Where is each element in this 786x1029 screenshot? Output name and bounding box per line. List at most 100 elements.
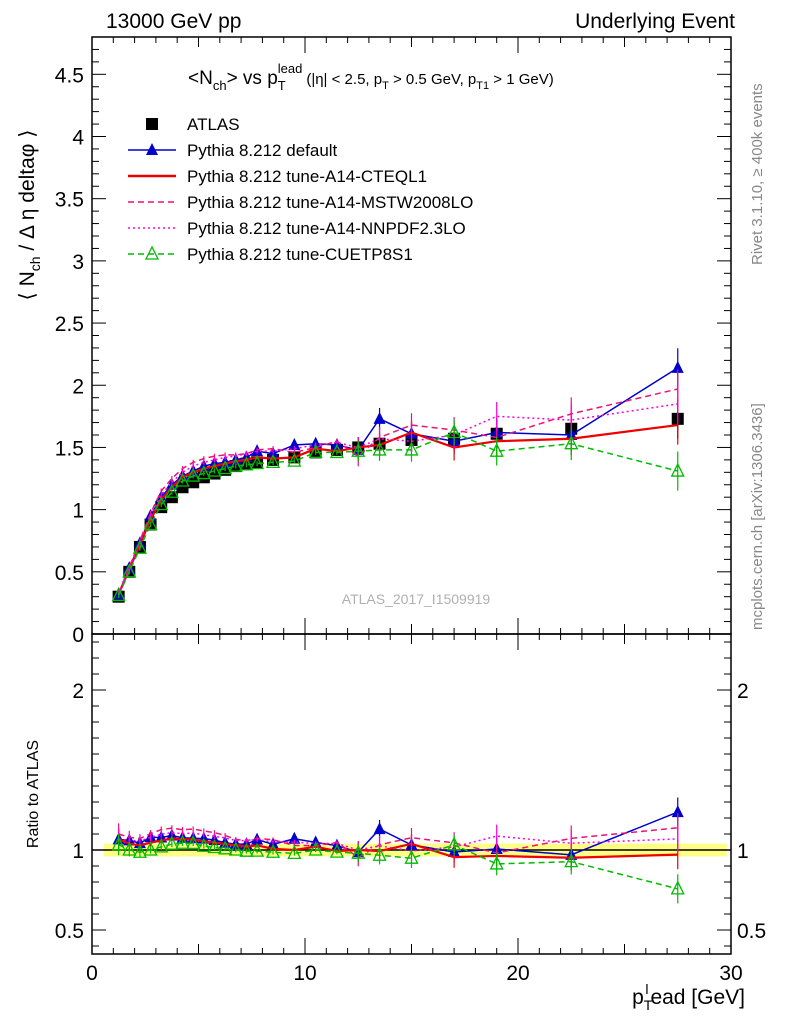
data-point: [228, 457, 243, 472]
ratio-point: [143, 841, 158, 856]
series-5: [111, 419, 685, 602]
ratio-point: [671, 805, 684, 818]
ratio-point: [404, 849, 419, 864]
data-point: [187, 476, 200, 489]
ratio-y-tick-label: 2: [737, 680, 749, 703]
ratio-point: [218, 840, 233, 855]
data-point: [175, 472, 190, 487]
x-tick-label: 0: [86, 962, 98, 985]
legend-marker: [146, 118, 158, 130]
legend: ATLAS Pythia 8.212 default Pythia 8.212 tu…: [128, 115, 473, 264]
legend-entry: ATLAS: [146, 115, 240, 134]
energy-label: 13000 GeV pp: [106, 10, 241, 33]
data-point: [196, 465, 211, 480]
ratio-point: [265, 843, 281, 858]
legend-entry: Pythia 8.212 tune-A14-NNPDF2.3LO: [128, 219, 466, 238]
legend-label: Pythia 8.212 tune-A14-NNPDF2.3LO: [187, 219, 466, 238]
data-point: [132, 539, 147, 554]
data-point: [670, 462, 685, 477]
y-tick-label: 2: [72, 375, 84, 398]
y-tick-label: 1.5: [55, 437, 84, 460]
ratio-point: [122, 841, 137, 856]
legend-marker: [146, 143, 158, 155]
data-point: [372, 441, 387, 456]
data-point: [308, 443, 323, 459]
y-tick-label: 1: [72, 500, 84, 523]
ratio-point: [111, 836, 126, 851]
y-tick-label: 0.5: [55, 562, 84, 585]
legend-label: ATLAS: [187, 115, 240, 134]
data-point: [329, 443, 345, 459]
process-label: Underlying Event: [575, 10, 735, 33]
mcplots-label: mcplots.cern.ch [arXiv:1306.3436]: [749, 403, 766, 630]
main-y-axis-label: ⟨ Nch / Δ η deltaφ ⟩: [16, 130, 43, 301]
ratio-point: [351, 844, 366, 859]
ratio-y-tick-label: 2: [72, 680, 84, 703]
ratio-point: [154, 838, 169, 853]
x-tick-label: 20: [506, 962, 529, 985]
ratio-point: [489, 855, 504, 870]
ratio-point: [196, 837, 211, 852]
ratio-point: [239, 842, 254, 857]
data-point: [404, 441, 419, 456]
legend-label: Pythia 8.212 tune-CUETP8S1: [187, 245, 413, 264]
ratio-point: [564, 853, 579, 868]
legend-label: Pythia 8.212 tune-A14-MSTW2008LO: [187, 193, 473, 212]
ratio-y-tick-label: 1: [737, 840, 749, 863]
data-point: [164, 483, 179, 498]
ratio-y-tick-label: 0.5: [737, 920, 766, 943]
data-point: [111, 586, 126, 602]
data-point: [207, 462, 222, 477]
ratio-point: [329, 843, 345, 858]
ratio-point: [207, 839, 222, 854]
data-point: [186, 467, 201, 482]
ratio-point: [287, 844, 302, 860]
data-point: [176, 481, 189, 494]
data-point: [288, 437, 301, 450]
data-point: [564, 435, 579, 450]
legend-entry: Pythia 8.212 default: [128, 141, 338, 160]
ratio-point: [250, 842, 265, 857]
legend-label: Pythia 8.212 tune-A14-CTEQL1: [187, 167, 427, 186]
y-tick-label: 3.5: [55, 189, 84, 212]
legend-label: Pythia 8.212 default: [187, 141, 338, 160]
ratio-point: [186, 834, 201, 850]
rivet-label: Rivet 3.1.10, ≥ 400k events: [749, 83, 766, 265]
plot-title: <Nch> vs pTlead(|η| < 2.5, pT > 0.5 GeV,…: [188, 61, 554, 93]
ratio-point: [288, 831, 301, 844]
data-point: [447, 424, 462, 439]
data-point: [239, 456, 254, 471]
ratio-point: [447, 836, 462, 851]
y-tick-label: 3: [72, 251, 84, 274]
ratio-point: [373, 822, 386, 835]
analysis-id: ATLAS_2017_I1509919: [342, 591, 491, 607]
legend-marker: [144, 245, 160, 260]
y-tick-label: 2.5: [55, 313, 84, 336]
ratio-point: [164, 835, 179, 850]
ratio-point: [175, 834, 190, 849]
x-tick-label: 30: [719, 962, 742, 985]
ratio-y-tick-label: 1: [72, 840, 84, 863]
ratio-point: [132, 843, 147, 858]
ratio-y-axis-label: Ratio to ATLAS: [25, 740, 42, 848]
data-point: [143, 516, 158, 531]
y-tick-label: 4: [72, 127, 84, 150]
y-tick-label: 0: [72, 624, 84, 647]
data-point: [351, 442, 366, 457]
data-point: [122, 563, 137, 578]
y-tick-label: 4.5: [55, 64, 84, 87]
ratio-point: [308, 841, 323, 856]
data-point: [154, 496, 169, 511]
ratio-point: [670, 880, 685, 895]
data-point: [287, 452, 302, 467]
ratio-y-tick-label: 0.5: [55, 920, 84, 943]
ratio-point: [372, 846, 387, 861]
data-point: [671, 360, 684, 373]
x-axis-label: pTlead [GeV]: [632, 981, 745, 1013]
x-tick-label: 10: [293, 962, 316, 985]
data-point: [265, 453, 281, 469]
data-point: [218, 460, 233, 475]
legend-entry: Pythia 8.212 tune-CUETP8S1: [128, 245, 413, 264]
data-point: [250, 455, 265, 470]
